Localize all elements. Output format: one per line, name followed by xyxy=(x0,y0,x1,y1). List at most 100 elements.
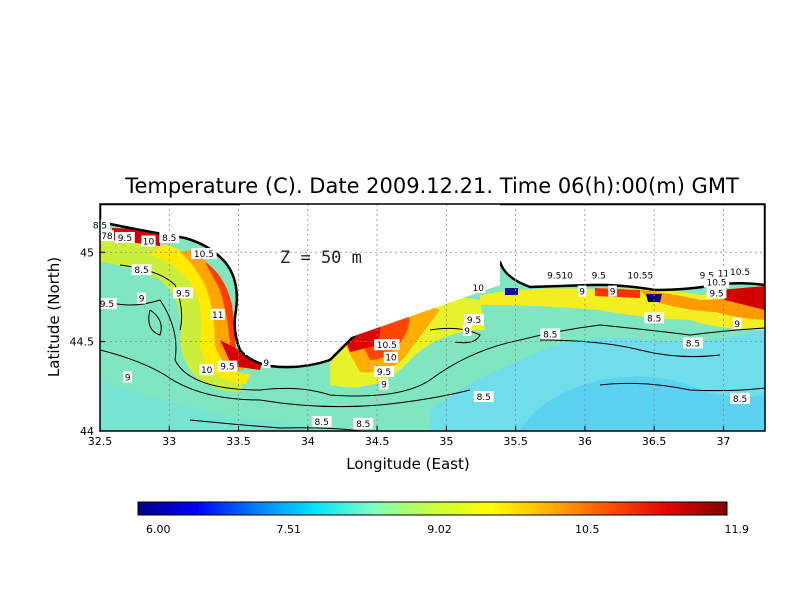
contour-label: 10 xyxy=(143,238,155,248)
contour-label: 8.5 xyxy=(356,420,370,430)
contour-label: 9 xyxy=(464,327,470,337)
contour-label-bg xyxy=(716,267,731,279)
contour-label-bg xyxy=(141,235,156,247)
contour-label-bg xyxy=(311,416,332,428)
contour-label-bg xyxy=(374,339,400,351)
cold-spot-kerch xyxy=(505,288,518,295)
contour-label: 11 xyxy=(718,270,729,280)
contour-label-bg xyxy=(703,276,730,288)
contour-label-bg xyxy=(608,285,617,297)
contour-label-bg xyxy=(544,269,576,281)
y-axis-ticks: 44 44.5 45 xyxy=(70,246,105,438)
colorbar-tick-label: 9.02 xyxy=(427,523,452,536)
contour-label-bg xyxy=(683,337,703,349)
colorbar xyxy=(137,501,728,516)
contour-label-bg xyxy=(577,285,587,297)
contour-label-bg xyxy=(97,298,117,310)
warm-band-crimea-red xyxy=(360,312,410,360)
y-tick-label: 45 xyxy=(80,246,94,259)
contour-label: 10.5 xyxy=(730,268,750,278)
contour-label: 9 xyxy=(734,320,740,330)
y-tick-label: 44 xyxy=(80,425,94,438)
warm-band-east-orange xyxy=(640,290,765,320)
chart-title: Temperature (C). Date 2009.12.21. Time 0… xyxy=(124,174,739,198)
x-tick-label: 33 xyxy=(162,435,176,448)
contour-label-bg xyxy=(644,312,665,324)
contour-label-bg xyxy=(137,292,146,304)
contour-label: 9.5 xyxy=(592,271,606,281)
hot-spot-east-mid xyxy=(595,288,640,298)
contour-label-bg xyxy=(199,364,214,376)
contour-label: 9 xyxy=(139,295,145,305)
contour-label: 10.5 xyxy=(194,250,214,260)
contour-label: 8.5 xyxy=(134,266,148,276)
hot-spot-east xyxy=(720,286,765,310)
contour-label: 9 xyxy=(263,359,269,369)
contour-label: 9.510 xyxy=(547,271,573,281)
plot-frame xyxy=(99,203,766,432)
contour-label-bg xyxy=(732,317,742,329)
contour-label: 10.55 xyxy=(627,271,653,281)
contour-label: 8.5 xyxy=(162,234,176,244)
contour-label-bg xyxy=(173,287,194,299)
contour-label-bg xyxy=(588,269,609,281)
contour-label: 9.5 xyxy=(709,289,723,299)
contour-label-bg xyxy=(159,231,180,243)
contour-label-bg xyxy=(473,391,494,403)
x-tick-label: 36 xyxy=(578,435,592,448)
contour-label: 9.5 xyxy=(220,363,234,373)
depth-annotation: Z = 50 m xyxy=(280,248,362,268)
contour-label-bg xyxy=(131,264,152,276)
contour-label: 8.5 xyxy=(543,330,557,340)
crimea-land xyxy=(240,204,500,355)
contour-label-bg xyxy=(706,287,727,299)
contour-label-bg xyxy=(696,269,717,281)
contour-label: 10 xyxy=(385,354,397,364)
contour-label-bg xyxy=(115,231,135,243)
plot-area xyxy=(100,204,765,431)
cool-region-core xyxy=(520,376,765,431)
colorbar-ticks: 6.00 7.51 9.02 10.5 11.9 xyxy=(146,523,749,536)
contour-label: 8.5 xyxy=(477,393,491,403)
contour-label: 78 xyxy=(101,232,113,242)
contour-label: 9.5 xyxy=(118,234,132,244)
contour-label-bg xyxy=(383,351,399,363)
contour-label-bg xyxy=(730,392,750,404)
cool-region-west xyxy=(100,380,330,431)
warm-band-east xyxy=(480,285,765,330)
contour-label: 9 xyxy=(125,373,131,383)
x-tick-label: 37 xyxy=(716,435,730,448)
contour-label: 8.5 xyxy=(733,395,747,405)
contour-label-bg xyxy=(374,366,394,378)
contour-label: 9.5 xyxy=(700,271,714,281)
x-tick-label: 33.5 xyxy=(226,435,251,448)
contour-label-bg xyxy=(353,417,374,429)
contour-label: 8.5 xyxy=(647,314,661,324)
contour-label-bg xyxy=(99,230,115,242)
contour-label: 10.5 xyxy=(706,279,726,289)
contour-label: 9 xyxy=(381,381,387,391)
contour-label-bg xyxy=(210,308,225,320)
contour-label-bg xyxy=(540,328,561,340)
x-axis-ticks: 32.5 33 33.5 34 34.5 35 35.5 36 36.5 37 xyxy=(88,426,730,448)
warm-band-west-red xyxy=(205,262,250,366)
contour-label: 11 xyxy=(212,311,223,321)
x-tick-label: 36.5 xyxy=(642,435,667,448)
y-tick-label: 44.5 xyxy=(70,336,95,349)
x-tick-label: 32.5 xyxy=(88,435,113,448)
contour-label: 9.5 xyxy=(100,300,114,310)
x-tick-label: 34.5 xyxy=(365,435,390,448)
cold-spot-east xyxy=(646,294,662,302)
contour-label-bg xyxy=(464,314,484,326)
contour-label: 9 xyxy=(579,288,585,298)
contour-label-bg xyxy=(727,265,753,277)
contour-label: 9.5 xyxy=(377,368,391,378)
colorbar-tick-label: 11.9 xyxy=(725,523,750,536)
contour-label: 8.5 xyxy=(686,339,700,349)
contour-label-bg xyxy=(379,378,389,390)
colorbar-tick-label: 10.5 xyxy=(575,523,600,536)
contour-label: 10 xyxy=(201,366,213,376)
contour-label-bg xyxy=(261,357,271,369)
